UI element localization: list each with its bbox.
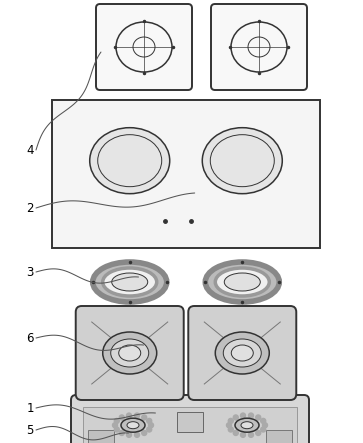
Text: 2: 2 xyxy=(26,202,34,214)
Circle shape xyxy=(228,427,233,432)
Circle shape xyxy=(126,432,131,437)
Circle shape xyxy=(114,427,119,432)
Circle shape xyxy=(147,418,152,424)
Circle shape xyxy=(233,415,238,420)
Text: 6: 6 xyxy=(26,331,34,345)
Ellipse shape xyxy=(90,128,170,194)
Circle shape xyxy=(142,431,147,435)
FancyBboxPatch shape xyxy=(71,395,309,443)
Circle shape xyxy=(119,415,124,420)
Circle shape xyxy=(142,415,147,420)
Circle shape xyxy=(241,432,245,437)
Ellipse shape xyxy=(235,418,259,432)
Text: 5: 5 xyxy=(26,424,34,436)
FancyBboxPatch shape xyxy=(83,407,297,443)
Circle shape xyxy=(256,415,261,420)
Ellipse shape xyxy=(231,345,253,361)
Ellipse shape xyxy=(121,418,145,432)
Text: 3: 3 xyxy=(26,265,34,279)
Circle shape xyxy=(233,431,238,435)
Ellipse shape xyxy=(205,262,279,302)
Ellipse shape xyxy=(119,345,141,361)
FancyBboxPatch shape xyxy=(52,100,320,248)
Ellipse shape xyxy=(215,332,269,374)
Circle shape xyxy=(126,413,131,418)
Circle shape xyxy=(241,413,245,418)
Ellipse shape xyxy=(215,268,269,296)
Circle shape xyxy=(148,423,154,427)
Circle shape xyxy=(228,418,233,424)
Ellipse shape xyxy=(111,339,149,367)
Text: 1: 1 xyxy=(26,401,34,415)
Circle shape xyxy=(135,413,139,418)
FancyBboxPatch shape xyxy=(177,412,203,432)
Circle shape xyxy=(227,423,232,427)
Circle shape xyxy=(261,418,266,424)
Ellipse shape xyxy=(224,273,260,291)
Circle shape xyxy=(249,413,253,418)
Circle shape xyxy=(119,431,124,435)
Circle shape xyxy=(256,431,261,435)
Circle shape xyxy=(262,423,268,427)
Circle shape xyxy=(113,423,118,427)
Ellipse shape xyxy=(241,422,253,429)
Ellipse shape xyxy=(127,422,139,429)
Ellipse shape xyxy=(202,128,282,194)
FancyBboxPatch shape xyxy=(188,306,296,400)
FancyBboxPatch shape xyxy=(266,430,292,443)
FancyBboxPatch shape xyxy=(96,4,192,90)
FancyBboxPatch shape xyxy=(76,306,184,400)
Text: 4: 4 xyxy=(26,144,34,156)
FancyBboxPatch shape xyxy=(211,4,307,90)
Circle shape xyxy=(249,432,253,437)
Circle shape xyxy=(135,432,139,437)
Ellipse shape xyxy=(223,339,261,367)
Ellipse shape xyxy=(93,262,167,302)
Circle shape xyxy=(261,427,266,432)
Circle shape xyxy=(147,427,152,432)
Circle shape xyxy=(114,418,119,424)
Ellipse shape xyxy=(103,332,157,374)
Ellipse shape xyxy=(103,268,157,296)
Ellipse shape xyxy=(112,273,148,291)
FancyBboxPatch shape xyxy=(88,430,114,443)
